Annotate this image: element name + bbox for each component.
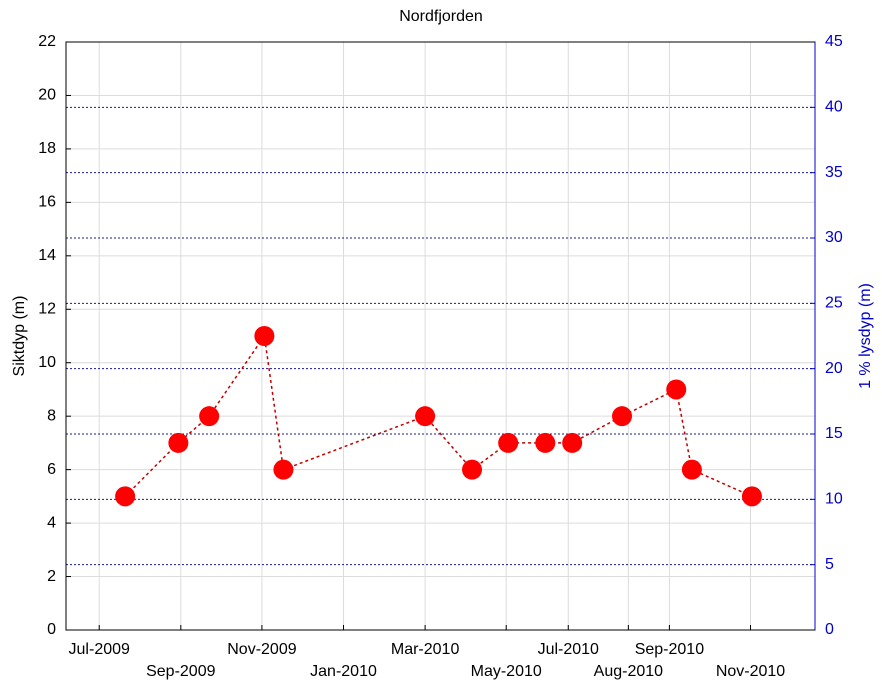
y-tick-label: 8 [47,407,56,424]
y-tick-label: 2 [47,568,56,585]
data-point [612,406,633,427]
y2-tick-label: 10 [825,491,843,508]
x-tick-label: Nov-2009 [227,641,296,658]
data-point [199,406,220,427]
x-tick-label: Jan-2010 [310,663,377,680]
x-tick-label: Sep-2010 [635,641,704,658]
y2-tick-label: 25 [825,295,843,312]
y-tick-label: 22 [38,33,56,50]
x-tick-label: Mar-2010 [391,641,460,658]
x-tick-label: Sep-2009 [146,663,215,680]
y2-tick-label: 5 [825,556,834,573]
y-tick-label: 16 [38,194,56,211]
y2-tick-label: 35 [825,164,843,181]
data-point [741,486,762,507]
data-point [666,379,687,400]
data-point [415,406,436,427]
x-tick-label: Aug-2010 [594,663,663,680]
y-tick-label: 10 [38,354,56,371]
data-point [562,432,583,453]
y2-tick-label: 15 [825,425,843,442]
y2-tick-label: 45 [825,33,843,50]
data-point [462,459,483,480]
y2-tick-label: 20 [825,360,843,377]
y-tick-label: 12 [38,300,56,317]
data-point [254,326,275,346]
y2-tick-label: 30 [825,229,843,246]
x-tick-label: May-2010 [471,663,542,680]
y-tick-label: 20 [38,87,56,104]
y-tick-label: 0 [47,621,56,638]
y-tick-label: 14 [38,247,56,264]
data-point [498,432,519,453]
data-point [273,459,294,480]
data-point [535,432,556,453]
y2-axis-title: 1 % lysdyp (m) [857,283,874,389]
series-line [124,333,753,498]
y-axis-title: Siktdyp (m) [11,296,28,377]
plot-frame [65,41,816,631]
data-point [168,432,189,453]
x-tick-label: Nov-2010 [716,663,785,680]
chart-title: Nordfjorden [399,8,483,25]
y2-tick-label: 0 [825,621,834,638]
x-tick-label: Jul-2009 [69,641,130,658]
y-tick-label: 6 [47,461,56,478]
data-point [115,486,136,507]
y2-tick-label: 40 [825,99,843,116]
y-tick-label: 18 [38,140,56,157]
y-tick-label: 4 [47,514,56,531]
data-point [681,459,702,480]
x-tick-label: Jul-2010 [538,641,599,658]
